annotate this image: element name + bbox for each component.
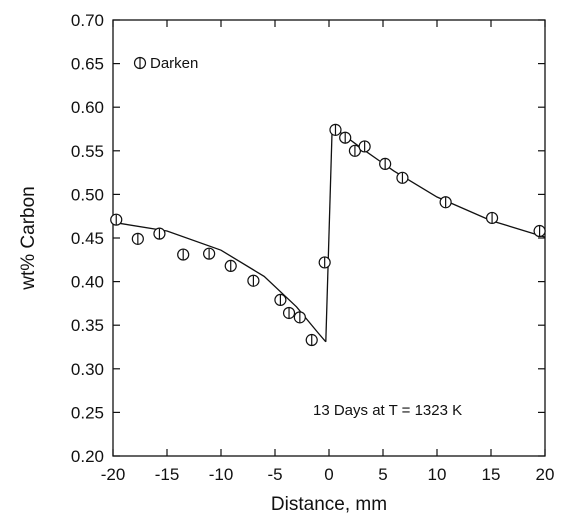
- data-point: [282, 306, 296, 320]
- legend-marker: [133, 56, 147, 70]
- data-point: [485, 211, 499, 225]
- data-point: [379, 157, 392, 170]
- y-tick-label: 0.50: [71, 185, 104, 204]
- x-tick-label: 10: [428, 465, 447, 484]
- annotation-text: 13 Days at T = 1323 K: [313, 402, 462, 419]
- x-axis-title: Distance, mm: [271, 494, 387, 515]
- data-point: [131, 232, 144, 245]
- fit-curves: [112, 125, 546, 343]
- y-tick-label: 0.45: [71, 229, 104, 248]
- data-point: [329, 123, 342, 136]
- y-tick-label: 0.40: [71, 273, 104, 292]
- data-point: [533, 224, 546, 238]
- x-tick-label: -5: [267, 465, 282, 484]
- data-point: [348, 144, 362, 157]
- data-point: [153, 227, 166, 240]
- y-tick-label: 0.60: [71, 98, 104, 117]
- data-point: [274, 293, 287, 307]
- x-tick-label: 20: [536, 465, 555, 484]
- x-tick-label: 0: [324, 465, 333, 484]
- data-point: [247, 274, 260, 287]
- fit-curve-interface-jump: [325, 126, 333, 342]
- legend-label: Darken: [150, 55, 198, 72]
- x-tick-label: 5: [378, 465, 387, 484]
- data-point: [305, 333, 318, 347]
- x-tick-label: -15: [155, 465, 180, 484]
- y-tick-label: 0.35: [71, 316, 104, 335]
- data-point: [439, 196, 452, 209]
- data-point: [396, 171, 409, 184]
- y-tick-label: 0.20: [71, 447, 104, 466]
- fit-curve-left-fit: [112, 221, 327, 343]
- y-axis-title: wt% Carbon: [18, 186, 39, 291]
- legend: Darken: [133, 55, 198, 72]
- y-tick-label: 0.25: [71, 403, 104, 422]
- data-point: [339, 131, 352, 144]
- x-tick-label: 15: [482, 465, 501, 484]
- y-tick-label: 0.70: [71, 11, 104, 30]
- data-point: [110, 213, 123, 226]
- axis-tick-labels: -20 -15 -10 -5 0 5 10 15 20 0.20 0.25 0.30 0.35 0.40 0…: [71, 11, 555, 484]
- y-tick-label: 0.30: [71, 360, 104, 379]
- fit-curve-right-fit: [331, 125, 546, 238]
- axis-ticks: [112, 19, 546, 457]
- data-point: [293, 311, 306, 324]
- data-point: [358, 140, 371, 153]
- data-point: [318, 256, 331, 269]
- data-points: [110, 123, 546, 347]
- x-tick-label: -20: [101, 465, 126, 484]
- y-tick-label: 0.65: [71, 55, 104, 74]
- data-point: [177, 248, 190, 261]
- data-point: [203, 247, 216, 260]
- x-tick-label: -10: [209, 465, 234, 484]
- data-point: [224, 259, 237, 273]
- y-tick-label: 0.55: [71, 142, 104, 161]
